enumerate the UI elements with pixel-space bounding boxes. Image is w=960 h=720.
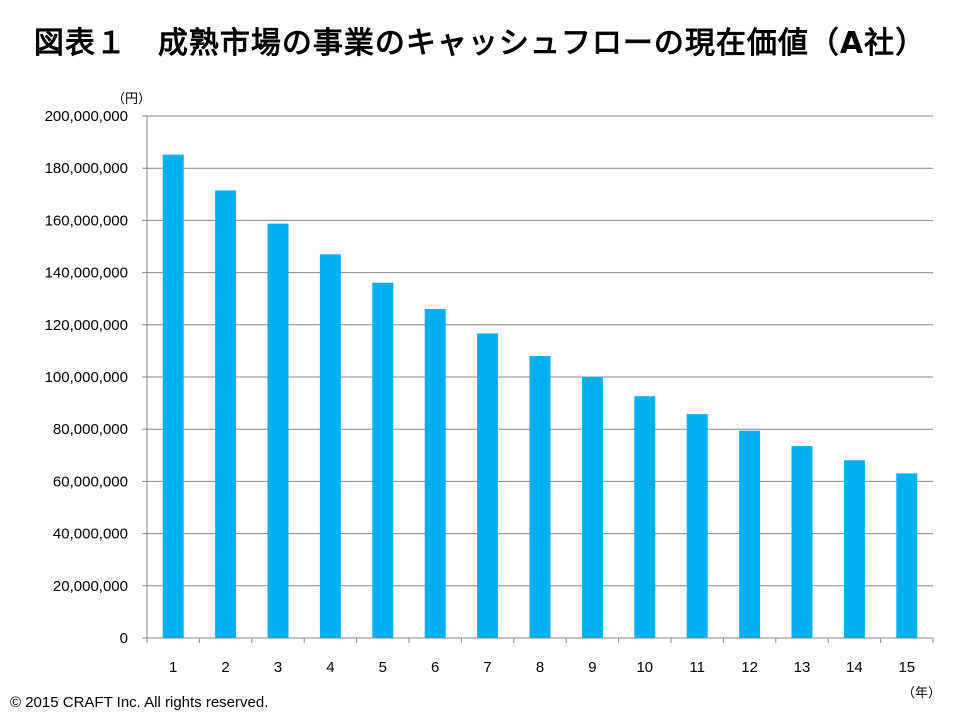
bar <box>267 223 289 638</box>
bar <box>686 414 708 638</box>
y-axis-unit: （円） <box>112 92 152 107</box>
y-tick-label: 0 <box>120 630 128 647</box>
bar <box>162 154 184 638</box>
bar <box>424 309 446 638</box>
bar <box>791 446 813 638</box>
x-tick-label: 10 <box>636 659 653 676</box>
x-tick-label: 9 <box>588 659 596 676</box>
x-tick-label: 2 <box>221 659 229 676</box>
y-tick-label: 20,000,000 <box>53 578 128 595</box>
x-tick-label: 1 <box>169 659 177 676</box>
x-tick-label: 6 <box>431 659 439 676</box>
y-tick-label: 40,000,000 <box>53 526 128 543</box>
y-tick-label: 100,000,000 <box>45 369 128 386</box>
bar <box>843 460 865 638</box>
x-tick-label: 3 <box>274 659 282 676</box>
y-tick-label: 180,000,000 <box>45 160 128 177</box>
x-tick-label: 4 <box>326 659 334 676</box>
copyright-notice: © 2015 CRAFT Inc. All rights reserved. <box>10 694 269 711</box>
bar <box>896 473 918 638</box>
x-tick-label: 8 <box>536 659 544 676</box>
bar <box>477 333 499 638</box>
y-tick-label: 120,000,000 <box>45 317 128 334</box>
chart-title: 図表１ 成熟市場の事業のキャッシュフローの現在価値（A社） <box>33 26 927 61</box>
x-tick-label: 12 <box>741 659 758 676</box>
bar <box>372 282 394 638</box>
x-tick-label: 14 <box>846 659 863 676</box>
bar <box>215 190 237 639</box>
bar <box>529 355 551 638</box>
x-tick-label: 13 <box>794 659 811 676</box>
bar <box>581 376 603 638</box>
y-tick-label: 60,000,000 <box>53 473 128 490</box>
bar <box>739 430 761 638</box>
bar <box>319 254 341 638</box>
y-tick-label: 160,000,000 <box>45 212 128 229</box>
bar <box>634 396 656 638</box>
y-tick-label: 140,000,000 <box>45 265 128 282</box>
axes <box>142 115 934 643</box>
y-tick-label: 200,000,000 <box>45 108 128 125</box>
tick-labels: 0 20,000,000 40,000,000 60,000,000 80,000,00… <box>45 108 916 676</box>
x-axis-unit: （年） <box>902 686 942 701</box>
x-tick-label: 5 <box>379 659 387 676</box>
x-tick-label: 11 <box>689 659 705 676</box>
bars <box>162 154 918 639</box>
x-tick-label: 7 <box>483 659 491 676</box>
y-tick-label: 80,000,000 <box>53 421 128 438</box>
x-tick-label: 15 <box>898 659 915 676</box>
